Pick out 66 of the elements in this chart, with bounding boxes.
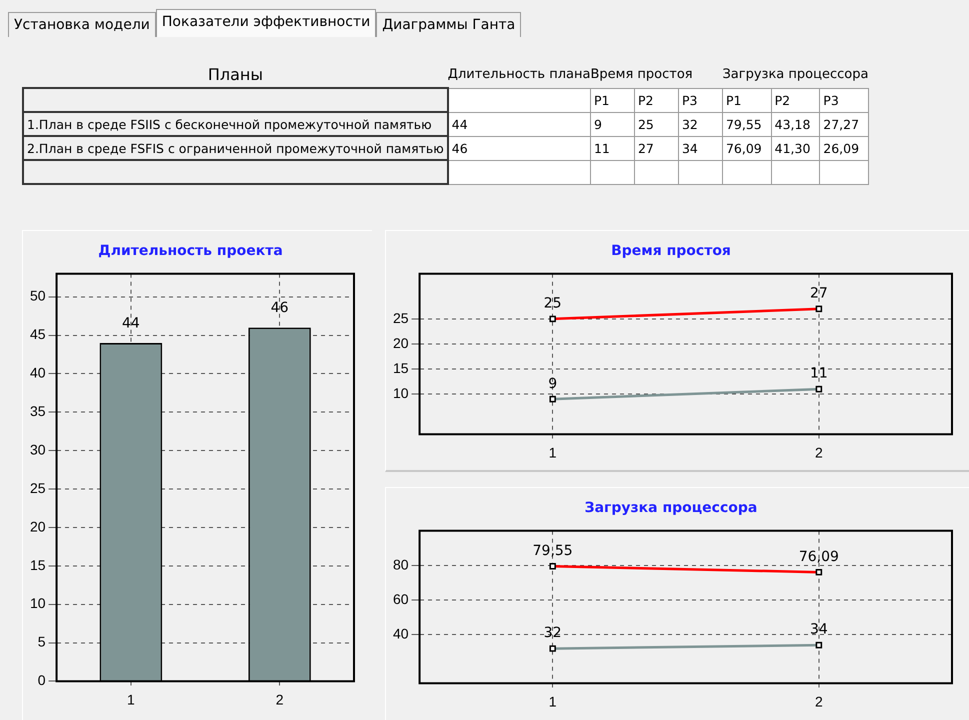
y-tick-label: 0: [38, 672, 46, 688]
x-tick-label: 2: [814, 444, 823, 460]
data-label: 9: [548, 376, 558, 392]
y-tick-label: 10: [30, 595, 46, 612]
data-label: 44: [122, 316, 140, 332]
y-tick-label: 25: [392, 310, 409, 326]
y-tick-label: 50: [30, 288, 46, 304]
y-tick-label: 40: [30, 364, 46, 381]
category-label: Длительность плана: [448, 66, 590, 84]
category-label: 1.План в среде FSIIS с бесконечной промежуточной памятью: [27, 116, 432, 132]
data-label: 76,09: [798, 548, 839, 565]
text: Планы: [206, 64, 264, 86]
data-label: 46: [270, 300, 289, 316]
x-tick-label: 1: [548, 444, 557, 460]
category-label: Загрузка процессора: [722, 66, 868, 84]
category-label: Время простоя: [590, 66, 694, 84]
y-tick-label: 20: [30, 518, 46, 534]
text: 46: [452, 140, 468, 156]
text: 27: [638, 140, 654, 156]
text: Установка модели: [8, 12, 156, 37]
text: 27,27: [823, 116, 860, 132]
y-tick-label: 40: [392, 626, 409, 642]
text: 43,18: [774, 116, 810, 132]
text: P1: [594, 92, 610, 108]
chart-title: Длительность проекта: [98, 243, 283, 260]
data-label: 79,55: [532, 542, 573, 559]
y-tick-label: 35: [30, 403, 46, 420]
text: P3: [823, 92, 839, 108]
text: 44: [452, 116, 468, 132]
chart-title: Время простоя: [611, 243, 731, 260]
y-tick-label: 60: [392, 590, 409, 607]
y-tick-label: 30: [30, 441, 46, 458]
text: 32: [682, 116, 698, 132]
data-label: 11: [810, 366, 828, 382]
text: P3: [682, 92, 698, 108]
data-label: 32: [544, 625, 562, 642]
data-label: 34: [810, 622, 828, 638]
y-tick-label: 15: [392, 360, 409, 376]
text: 41,30: [774, 140, 810, 156]
text: Диаграммы Ганта: [376, 12, 522, 37]
text: 79,55: [726, 116, 762, 132]
text: 26,09: [823, 140, 860, 156]
category-label: 2.План в среде FSFIS с ограниченной промежуточной памятью: [27, 140, 444, 156]
chart-title: Загрузка процессора: [584, 500, 758, 516]
text: 11: [594, 140, 610, 156]
text: P1: [726, 92, 742, 108]
y-tick-label: 80: [392, 556, 409, 572]
data-label: 27: [810, 286, 828, 302]
text: P2: [774, 92, 790, 108]
text: 76,09: [726, 140, 762, 156]
x-tick-label: 2: [814, 693, 823, 710]
data-label: 25: [544, 296, 562, 312]
x-tick-label: 1: [127, 691, 136, 708]
x-tick-label: 1: [548, 693, 557, 710]
text: 9: [594, 116, 602, 132]
x-tick-label: 2: [276, 691, 284, 708]
y-tick-label: 15: [30, 556, 46, 573]
y-tick-label: 5: [38, 634, 46, 650]
text: P2: [638, 92, 654, 108]
text: Показатели эффективности: [156, 9, 376, 37]
y-tick-label: 10: [392, 384, 409, 401]
y-tick-label: 20: [392, 334, 409, 351]
text: 25: [638, 116, 654, 132]
y-tick-label: 45: [30, 326, 46, 342]
y-tick-label: 25: [30, 480, 46, 496]
text: 34: [682, 140, 698, 156]
